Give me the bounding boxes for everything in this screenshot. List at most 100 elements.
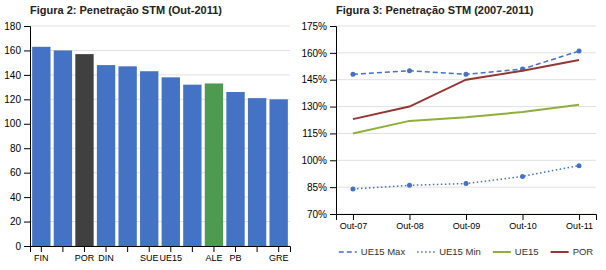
series-line — [353, 60, 579, 119]
legend-item: UE15 Max — [339, 246, 406, 257]
x-tick-mark — [235, 246, 236, 252]
x-tick-label: DIN — [98, 253, 114, 263]
x-tick: PB — [230, 246, 242, 263]
grid — [30, 26, 290, 246]
x-tick-label: POR — [75, 253, 95, 263]
y-tick-label: 120 — [4, 94, 21, 105]
legend-item: UE15 Min — [417, 246, 481, 257]
legend-item: UE15 — [493, 246, 539, 257]
x-tick-label: UE15 — [160, 253, 183, 263]
legend-swatch — [493, 251, 511, 253]
bar — [248, 98, 266, 246]
x-tick: ALE — [205, 246, 222, 263]
x-tick: GRE — [269, 246, 289, 263]
y-tick-label: 160% — [301, 48, 327, 59]
x-tick-mark — [170, 246, 171, 252]
y-tick: 180 — [4, 21, 30, 32]
y-axis: 0 20 40 60 80 100 120 140 160 180 — [4, 21, 30, 252]
x-tick: Out-10 — [509, 214, 537, 231]
bar — [97, 65, 115, 246]
bar — [32, 47, 50, 246]
y-tick: 115% — [302, 128, 336, 139]
y-tick: 175% — [301, 21, 336, 32]
series-marker — [407, 68, 412, 73]
x-tick-label: FIN — [34, 253, 49, 263]
y-tick-label: 60 — [10, 167, 22, 178]
x-axis: FIN PORDIN SUEUE15 ALE PB GRE — [31, 246, 291, 263]
x-tick — [62, 246, 63, 252]
y-tick: 130% — [301, 101, 336, 112]
x-tick: SUE — [140, 246, 159, 263]
y-tick-mark — [24, 99, 30, 100]
series-marker — [577, 163, 582, 168]
x-tick: Out-07 — [340, 214, 368, 231]
y-tick-label: 140 — [4, 70, 21, 81]
grid-line — [336, 187, 596, 188]
y-tick: 20 — [10, 216, 30, 227]
y-tick-label: 115% — [302, 128, 327, 139]
line-chart: 70%85%100%115%130%145%160%175%Out-07Out-… — [301, 4, 596, 257]
x-tick: FIN — [34, 246, 49, 263]
legend-label: UE15 Min — [439, 246, 481, 257]
y-tick: 120 — [4, 94, 30, 105]
y-tick-label: 180 — [4, 21, 21, 32]
y-tick-label: 0 — [15, 241, 21, 252]
x-tick — [192, 246, 193, 252]
y-tick-label: 80 — [10, 143, 22, 154]
chart-title: Figura 3: Penetração STM (2007-2011) — [336, 4, 534, 16]
y-tick-mark — [24, 26, 30, 27]
x-tick-mark — [84, 246, 85, 252]
y-tick-label: 85% — [307, 182, 327, 193]
series-marker — [520, 174, 525, 179]
y-tick-mark — [24, 124, 30, 125]
series-marker — [577, 49, 582, 54]
y-tick-mark — [330, 160, 336, 161]
x-tick — [127, 246, 128, 252]
x-tick-label: ALE — [205, 253, 222, 263]
legend-swatch — [551, 251, 569, 253]
bar — [118, 66, 136, 246]
series-line — [353, 166, 579, 189]
legend-label: UE15 Max — [361, 246, 406, 257]
y-tick-label: 100% — [301, 155, 327, 166]
x-tick-mark — [62, 246, 63, 252]
y-tick: 80 — [10, 143, 30, 154]
y-tick-mark — [330, 187, 336, 188]
y-tick-mark — [330, 26, 336, 27]
bar — [162, 77, 180, 246]
y-tick: 40 — [10, 192, 30, 203]
y-tick: 140 — [4, 70, 30, 81]
x-tick: Out-08 — [396, 214, 424, 231]
x-tick-label: Out-10 — [509, 221, 537, 231]
x-tick-label: SUE — [140, 253, 159, 263]
grid — [336, 26, 596, 214]
x-tick: DIN — [98, 246, 114, 263]
x-tick-mark — [523, 214, 524, 220]
series-marker — [464, 72, 469, 77]
y-tick-label: 40 — [10, 192, 22, 203]
x-tick: Out-09 — [453, 214, 481, 231]
y-tick: 145% — [301, 74, 336, 85]
y-tick: 85% — [307, 182, 336, 193]
y-tick-mark — [330, 53, 336, 54]
y-tick-mark — [24, 197, 30, 198]
y-tick-mark — [24, 75, 30, 76]
series-marker — [464, 181, 469, 186]
y-tick-mark — [24, 246, 30, 247]
x-tick-mark — [213, 246, 214, 252]
x-tick — [257, 246, 258, 252]
y-tick-mark — [330, 80, 336, 81]
x-tick-mark — [41, 246, 42, 252]
y-tick-label: 160 — [4, 45, 21, 56]
y-tick-mark — [24, 222, 30, 223]
y-tick-mark — [24, 173, 30, 174]
grid-line — [336, 133, 596, 134]
y-tick-label: 20 — [10, 216, 22, 227]
grid-line — [336, 52, 596, 53]
y-tick: 0 — [15, 241, 30, 252]
x-tick-mark — [192, 246, 193, 252]
x-tick: Out-11 — [566, 214, 593, 231]
axis-line — [330, 27, 337, 215]
x-tick-label: PB — [230, 253, 242, 263]
y-tick-label: 100 — [4, 118, 21, 129]
